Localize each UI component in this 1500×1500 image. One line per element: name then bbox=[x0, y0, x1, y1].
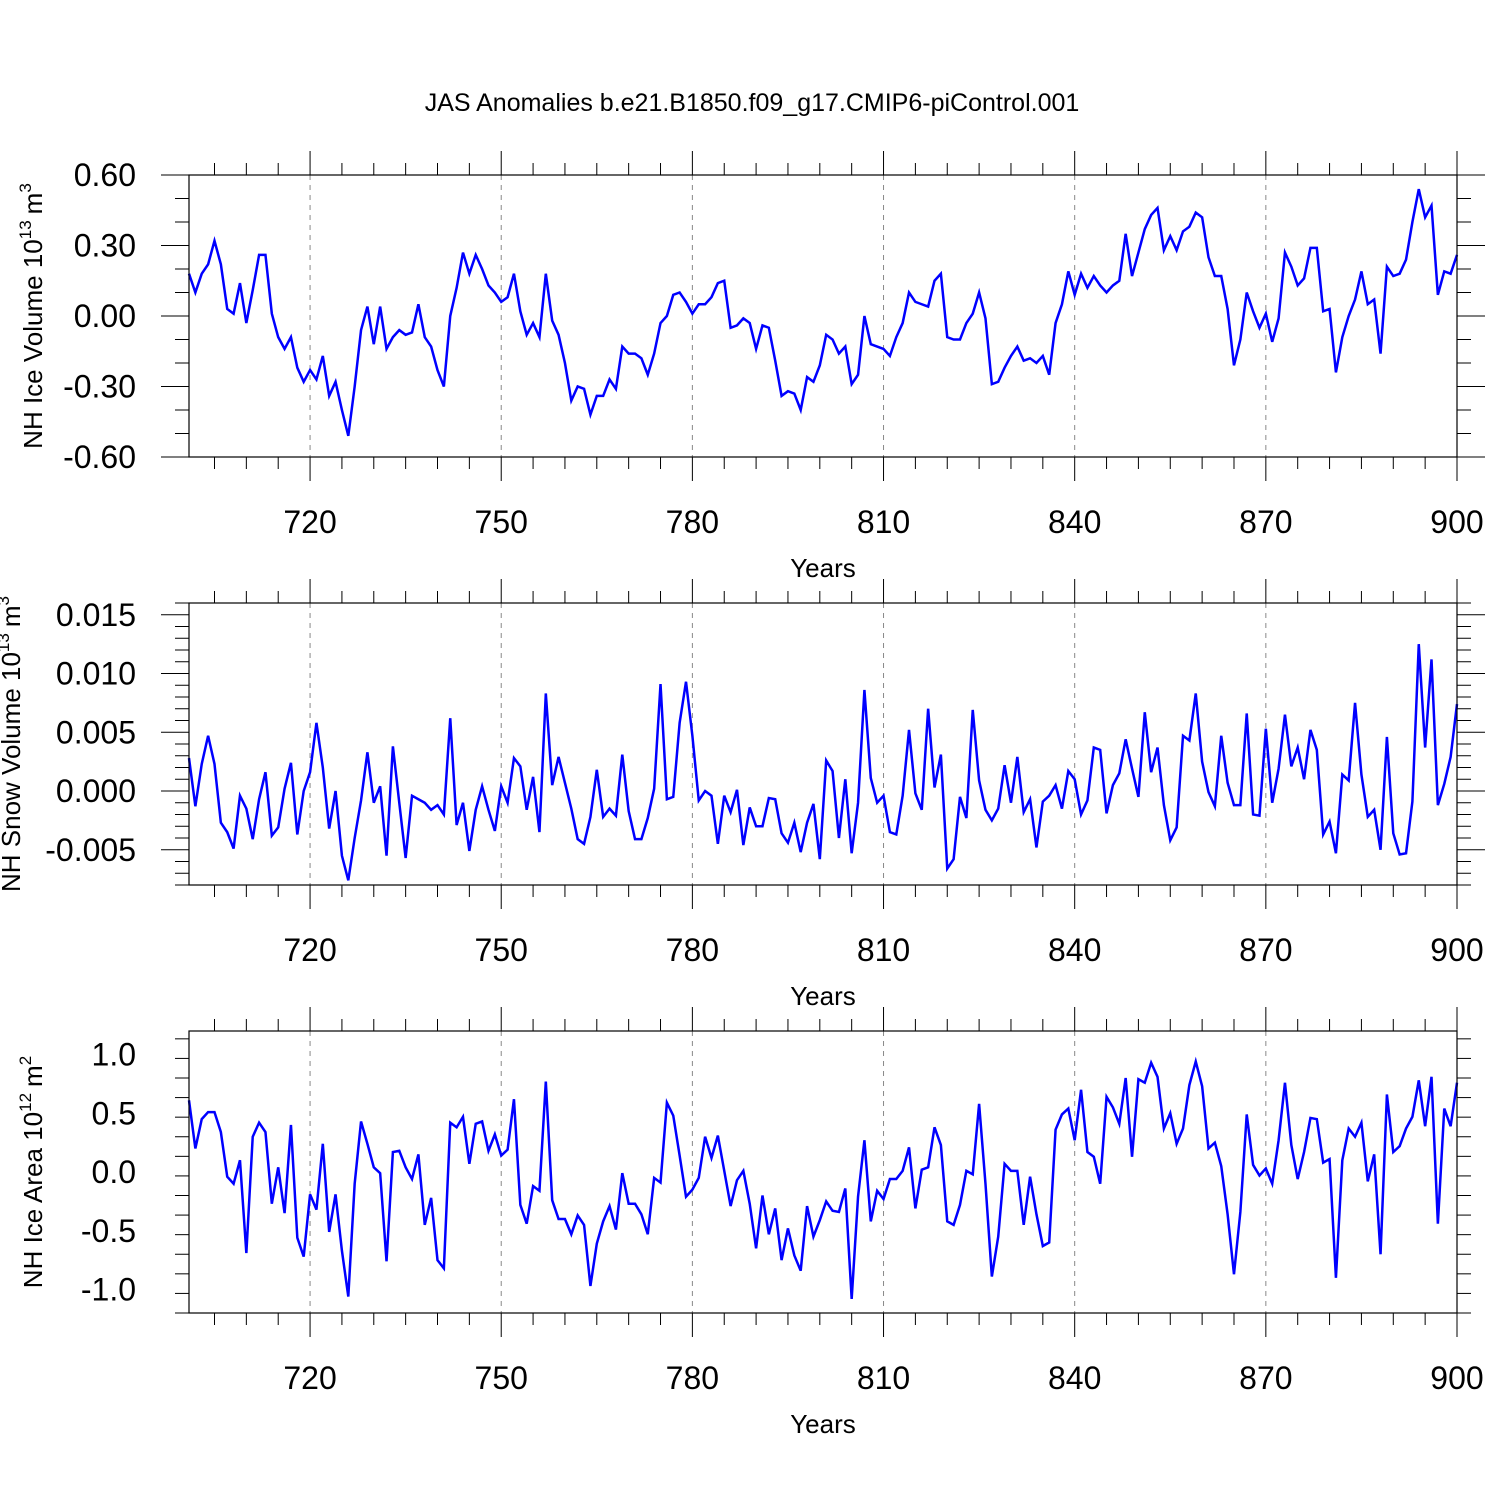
y-axis-label-unit: m bbox=[18, 193, 48, 215]
y-tick-label: 0.60 bbox=[74, 157, 136, 193]
series-line-nh-ice-area bbox=[187, 1056, 1459, 1299]
x-tick-label: 840 bbox=[1048, 932, 1101, 968]
x-tick-label: 720 bbox=[283, 1360, 336, 1396]
y-axis-label-main: NH Snow Volume 10 bbox=[0, 652, 26, 892]
x-tick-label: 780 bbox=[666, 504, 719, 540]
x-tick-label: 870 bbox=[1239, 1360, 1292, 1396]
x-tick-label: 870 bbox=[1239, 932, 1292, 968]
x-tick-label: 810 bbox=[857, 1360, 910, 1396]
y-axis-label-unit-exponent: 3 bbox=[16, 183, 35, 192]
y-tick-label: 1.0 bbox=[92, 1037, 136, 1073]
y-axis-label-exponent: 12 bbox=[16, 1093, 35, 1112]
panels-group: 720 750 780 810 840 870 900 -0.60 -0.30 0.00 0.30 0… bbox=[0, 151, 1485, 1439]
y-tick-label: 0.015 bbox=[56, 597, 136, 633]
y-axis-label-exponent: 13 bbox=[16, 220, 35, 239]
y-tick-label: -0.30 bbox=[63, 369, 136, 405]
x-tick-label: 810 bbox=[857, 504, 910, 540]
y-tick-label: 0.005 bbox=[56, 714, 136, 750]
panel-2: 720 750 780 810 840 870 900 -0.005 0.000 0.005 0.0… bbox=[0, 579, 1485, 1011]
y-tick-label: 0.000 bbox=[56, 773, 136, 809]
x-tick-label: 720 bbox=[283, 932, 336, 968]
x-axis-label: Years bbox=[790, 981, 856, 1011]
y-tick-label: -0.60 bbox=[63, 439, 136, 475]
x-tick-label: 870 bbox=[1239, 504, 1292, 540]
y-tick-label: 0.0 bbox=[92, 1154, 136, 1190]
plot-frame bbox=[188, 174, 1458, 458]
series-line-nh-snow-volume bbox=[187, 644, 1459, 881]
x-tick-label: 900 bbox=[1430, 1360, 1483, 1396]
y-axis-label-unit-exponent: 2 bbox=[16, 1056, 35, 1065]
y-axis-label-unit: m bbox=[18, 1065, 48, 1087]
x-tick-label: 750 bbox=[475, 504, 528, 540]
y-tick-label: -0.5 bbox=[81, 1213, 136, 1249]
y-axis-label: NH Snow Volume 1013 m3 bbox=[0, 596, 26, 892]
x-tick-label: 840 bbox=[1048, 504, 1101, 540]
x-tick-label: 810 bbox=[857, 932, 910, 968]
y-axis-label-main: NH Ice Volume 10 bbox=[18, 239, 48, 449]
panel-3: 720 750 780 810 840 870 900 -1.0 -0.5 0.0 0.5 1.0 Ye… bbox=[16, 1007, 1484, 1439]
y-tick-label: 0.00 bbox=[74, 298, 136, 334]
figure-title: JAS Anomalies b.e21.B1850.f09_g17.CMIP6-… bbox=[425, 89, 1080, 117]
y-axis-label: NH Ice Area 1012 m2 bbox=[16, 1056, 48, 1288]
x-tick-label: 750 bbox=[475, 932, 528, 968]
x-tick-label: 750 bbox=[475, 1360, 528, 1396]
y-axis-label: NH Ice Volume 1013 m3 bbox=[16, 183, 48, 449]
y-tick-label: -0.005 bbox=[45, 832, 136, 868]
x-tick-label: 780 bbox=[666, 1360, 719, 1396]
x-tick-label: 780 bbox=[666, 932, 719, 968]
series-line-nh-ice-volume bbox=[187, 188, 1459, 437]
y-tick-label: 0.010 bbox=[56, 656, 136, 692]
x-tick-label: 900 bbox=[1430, 504, 1483, 540]
plot-frame bbox=[188, 602, 1458, 886]
x-tick-label: 720 bbox=[283, 504, 336, 540]
y-tick-label: 0.30 bbox=[74, 228, 136, 264]
x-tick-label: 900 bbox=[1430, 932, 1483, 968]
y-tick-label: 0.5 bbox=[92, 1095, 136, 1131]
x-tick-label: 840 bbox=[1048, 1360, 1101, 1396]
x-axis-label: Years bbox=[790, 1409, 856, 1439]
y-axis-label-exponent: 13 bbox=[0, 633, 13, 652]
y-axis-label-main: NH Ice Area 10 bbox=[18, 1112, 48, 1288]
y-axis-label-unit-exponent: 3 bbox=[0, 596, 13, 605]
panel-1: 720 750 780 810 840 870 900 -0.60 -0.30 0.00 0.30 0… bbox=[16, 151, 1485, 583]
y-tick-label: -1.0 bbox=[81, 1272, 136, 1308]
plot-frame bbox=[188, 1030, 1458, 1314]
y-axis-label-unit: m bbox=[0, 605, 26, 627]
x-axis-label: Years bbox=[790, 553, 856, 583]
